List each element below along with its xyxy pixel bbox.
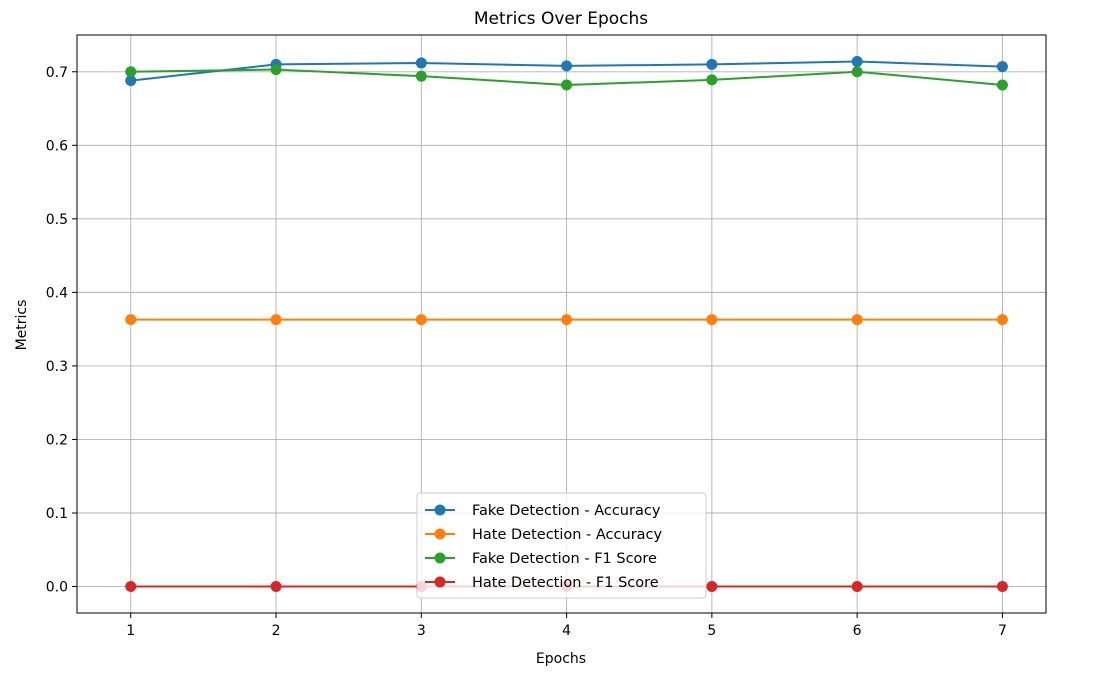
- data-point: [270, 581, 282, 593]
- y-tick-label: 0.0: [46, 580, 68, 596]
- legend-marker: [434, 528, 446, 540]
- y-tick-label: 0.4: [46, 285, 68, 301]
- data-point: [561, 314, 573, 326]
- data-point: [415, 314, 427, 326]
- y-tick-label: 0.1: [46, 506, 68, 522]
- chart-title: Metrics Over Epochs: [474, 9, 648, 29]
- data-point: [125, 66, 137, 78]
- x-tick-label: 4: [562, 623, 571, 639]
- data-point: [125, 314, 137, 326]
- data-point: [125, 581, 137, 593]
- y-tick-label: 0.6: [46, 138, 68, 154]
- data-point: [270, 64, 282, 76]
- legend-label: Fake Detection - F1 Score: [472, 551, 657, 567]
- x-tick-label: 1: [126, 623, 135, 639]
- x-axis-ticks: 1 2 3 4 5 6 7: [126, 613, 1007, 639]
- data-point: [851, 314, 863, 326]
- legend-box: [416, 492, 707, 599]
- x-tick-label: 6: [853, 623, 862, 639]
- data-point: [706, 58, 718, 70]
- legend-label: Hate Detection - F1 Score: [472, 575, 659, 591]
- data-point: [851, 55, 863, 67]
- data-point: [851, 581, 863, 593]
- legend-marker: [434, 504, 446, 516]
- legend: Fake Detection - Accuracy Hate Detection …: [416, 492, 707, 599]
- legend-item: Hate Detection - F1 Score: [425, 575, 659, 591]
- data-point: [996, 314, 1008, 326]
- legend-item: Fake Detection - Accuracy: [425, 503, 661, 519]
- y-tick-label: 0.2: [46, 432, 68, 448]
- x-tick-label: 2: [272, 623, 281, 639]
- x-tick-label: 7: [998, 623, 1007, 639]
- data-point: [996, 79, 1008, 91]
- legend-marker: [434, 576, 446, 588]
- data-point: [851, 66, 863, 78]
- series-2: [125, 314, 1008, 326]
- plot-frame: [76, 34, 1047, 614]
- legend-label: Fake Detection - Accuracy: [472, 503, 661, 519]
- data-point: [415, 70, 427, 82]
- data-point: [706, 314, 718, 326]
- data-point: [996, 61, 1008, 73]
- y-axis-ticks: 0.0 0.1 0.2 0.3 0.4 0.5 0.6 0.7: [46, 65, 77, 596]
- data-point: [125, 75, 137, 87]
- x-tick-label: 3: [417, 623, 426, 639]
- data-point: [706, 74, 718, 86]
- data-point: [561, 79, 573, 91]
- y-tick-label: 0.7: [46, 65, 68, 81]
- legend-item: Hate Detection - Accuracy: [425, 527, 663, 543]
- data-point: [415, 57, 427, 69]
- data-point: [270, 314, 282, 326]
- data-point: [561, 60, 573, 72]
- data-point: [706, 581, 718, 593]
- y-tick-label: 0.3: [46, 359, 68, 375]
- series-3: [125, 64, 1008, 91]
- legend-label: Hate Detection - Accuracy: [472, 527, 663, 543]
- legend-item: Fake Detection - F1 Score: [425, 551, 657, 567]
- y-tick-label: 0.5: [46, 212, 68, 228]
- y-axis-label: Metrics: [14, 300, 30, 351]
- x-axis-label: Epochs: [536, 651, 586, 667]
- legend-marker: [434, 552, 446, 564]
- data-point: [996, 581, 1008, 593]
- x-tick-label: 5: [707, 623, 716, 639]
